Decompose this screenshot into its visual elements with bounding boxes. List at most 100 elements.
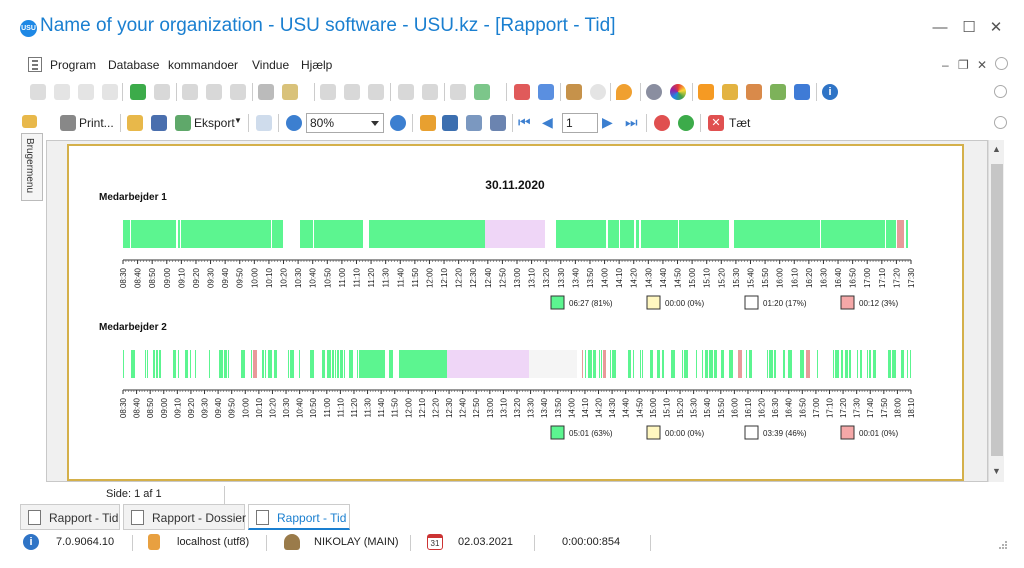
close-report-button[interactable]: Tæt [729,116,751,130]
filter-settings-icon[interactable] [230,84,246,100]
time-label: 14:20 [595,397,604,418]
resize-grip-icon[interactable] [998,540,1008,550]
pin-icon[interactable] [794,84,810,100]
time-label: 12:30 [445,397,454,418]
close-report-icon[interactable]: ✕ [708,115,724,131]
gear-icon[interactable] [646,84,662,100]
layout-icon[interactable] [442,115,458,131]
time-label: 17:10 [878,267,887,288]
chevron-down-icon[interactable]: ▼ [234,116,242,125]
collapse-icon[interactable] [368,84,384,100]
toolbar-options-icon[interactable] [994,116,1007,129]
time-label: 15:50 [761,267,770,288]
user-menu-panel[interactable]: Brugermenu [21,133,43,201]
vertical-scrollbar[interactable]: ▲ ▼ [988,140,1004,482]
report-icon[interactable] [450,84,466,100]
menu-kommandoer[interactable]: kommandoer [168,58,239,72]
tab-rapport-tid-1[interactable]: Rapport - Tid [20,504,120,530]
edit-icon[interactable] [78,84,94,100]
time-label: 09:10 [177,267,186,288]
printer-icon[interactable] [60,115,76,131]
print-button[interactable]: Print... [79,116,114,130]
activity-bar [749,350,752,378]
grid-icon[interactable] [490,115,506,131]
activity-bar [829,220,881,248]
last-page-button[interactable]: ⏭ [625,114,638,130]
mdi-close-button[interactable]: ✕ [977,58,988,72]
activity-bar [677,220,678,248]
user-key-icon[interactable] [746,84,762,100]
forward-icon[interactable] [590,84,606,100]
users-icon[interactable] [770,84,786,100]
flag-icon[interactable] [258,84,274,100]
scroll-down-icon[interactable]: ▼ [992,466,1001,476]
zoom-select[interactable]: 80% [306,113,384,133]
close-button[interactable]: ✕ [989,19,1003,36]
maximize-button[interactable]: ☐ [962,19,976,36]
zoom-in-icon[interactable] [286,115,302,131]
menu-program[interactable]: Program [50,58,97,72]
tree-icon[interactable] [420,115,436,131]
next-page-button[interactable]: ▶ [602,114,613,130]
folder-icon[interactable] [22,115,37,128]
excel-export-icon[interactable] [474,84,490,100]
menu-database[interactable]: Database [108,58,160,72]
columns-icon[interactable] [320,84,336,100]
activity-bar [389,350,393,378]
filter-clear-icon[interactable] [206,84,222,100]
close-window-icon[interactable] [538,84,554,100]
first-page-button[interactable]: ⏮ [518,114,531,130]
rss-icon[interactable] [698,84,714,100]
prev-page-button[interactable]: ◀ [542,114,553,130]
print-preview-icon[interactable] [30,84,46,100]
time-label: 11:50 [391,397,400,417]
toolbar-options-icon[interactable] [994,85,1007,98]
group-icon[interactable] [398,84,414,100]
user-icon [284,534,300,550]
note-icon[interactable] [422,84,438,100]
lock-icon[interactable] [722,84,738,100]
search-icon[interactable] [154,84,170,100]
time-label: 17:50 [880,397,889,418]
page-input[interactable]: 1 [562,113,598,133]
stop-icon[interactable] [654,115,670,131]
mdi-restore-button[interactable]: ❐ [958,58,969,72]
mdi-minimize-button[interactable]: – [942,58,949,72]
activity-bar [640,350,641,378]
tab-rapport-tid-2[interactable]: Rapport - Tid [248,504,350,530]
find-icon[interactable] [466,115,482,131]
tab-rapport-dossier[interactable]: Rapport - Dossier [123,504,246,530]
menu-hjaelp[interactable]: Hjælp [301,58,333,72]
save-icon[interactable] [151,115,167,131]
time-label: 14:00 [601,267,610,288]
copy-icon[interactable] [54,84,70,100]
expand-icon[interactable] [344,84,360,100]
time-label: 09:40 [214,397,223,418]
activity-bar [185,350,188,378]
scroll-up-icon[interactable]: ▲ [992,144,1001,154]
exit-icon[interactable] [566,84,582,100]
activity-bar [714,350,717,378]
filter-icon[interactable] [182,84,198,100]
toolbar-options-icon[interactable] [995,57,1008,70]
export-icon[interactable] [175,115,191,131]
time-label: 10:50 [309,397,318,418]
new-window-icon[interactable] [514,84,530,100]
refresh-icon[interactable] [130,84,146,100]
menu-vindue[interactable]: Vindue [252,58,290,72]
scroll-thumb[interactable] [991,164,1003,456]
export-button[interactable]: Eksport [194,116,235,130]
open-icon[interactable] [127,115,143,131]
page-setup-icon[interactable] [256,115,272,131]
activity-bar [274,350,277,378]
info-icon[interactable]: i [822,84,838,100]
image-icon[interactable] [282,84,298,100]
color-wheel-icon[interactable] [670,84,686,100]
zoom-out-icon[interactable] [390,115,406,131]
gap-block [529,350,577,378]
delete-icon[interactable] [102,84,118,100]
time-label: 14:30 [644,267,653,288]
minimize-button[interactable]: — [932,19,948,36]
refresh-icon[interactable] [678,115,694,131]
location-icon[interactable] [616,84,632,100]
